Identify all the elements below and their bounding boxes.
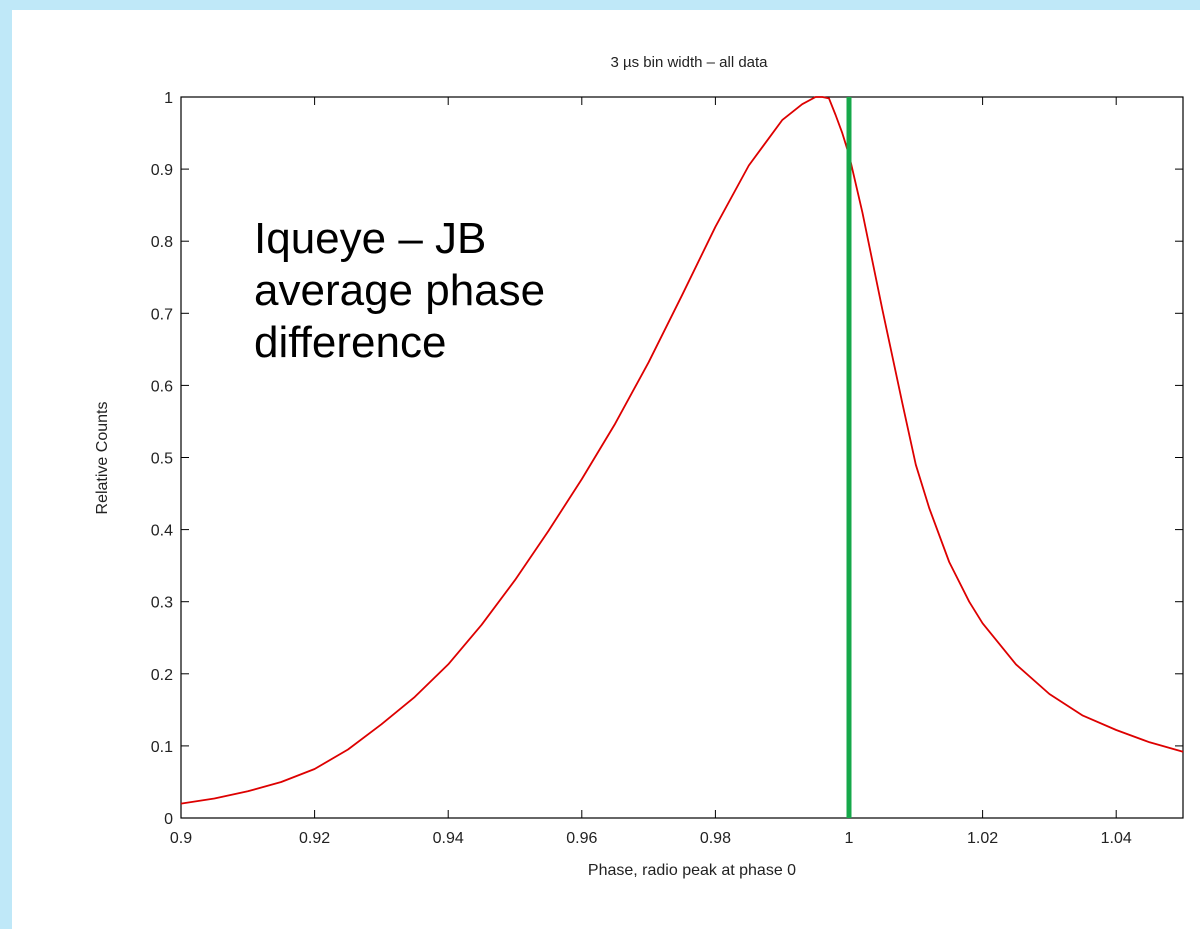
annotation-line-3: difference [254,318,447,367]
y-tick-label: 0.6 [151,378,173,395]
chart-title: 3 µs bin width – all data [610,54,768,71]
plot-frame [180,96,1184,819]
series-line [180,96,1184,805]
y-tick-label: 0 [164,811,173,828]
x-tick-label: 1.02 [967,830,998,847]
x-tick-label: 0.98 [700,830,731,847]
plot-border [180,96,1184,819]
y-tick-label: 0.9 [151,162,173,179]
y-tick-label: 0.3 [151,595,173,612]
phase-profile-chart: 3 µs bin width – all data 0.9 0.92 0.94 0.9… [94,54,1184,879]
y-tick-label: 0.8 [151,234,173,251]
x-axis: 0.9 0.92 0.94 0.96 0.98 1 1.02 1.04 [170,97,1132,847]
x-tick-label: 1 [845,830,854,847]
annotation-text: Iqueye – JB average phase difference [254,213,674,369]
y-tick-label: 0.2 [151,667,173,684]
y-tick-label: 0.5 [151,451,173,468]
x-tick-label: 0.92 [299,830,330,847]
y-tick-label: 0.1 [151,739,173,756]
y-axis-title: Relative Counts [94,402,111,515]
x-axis-title: Phase, radio peak at phase 0 [588,862,796,879]
slide-canvas: 3 µs bin width – all data 0.9 0.92 0.94 0.9… [12,10,1200,929]
x-tick-label: 0.94 [433,830,464,847]
y-tick-label: 0.4 [151,523,173,540]
y-tick-label: 0.7 [151,306,173,323]
annotation-line-1: Iqueye – JB [254,214,487,263]
x-tick-label: 0.96 [566,830,597,847]
annotation-line-2: average phase [254,266,546,315]
y-axis: 0 0.1 0.2 0.3 0.4 0.5 0.6 0.7 0.8 0.9 1 [151,90,1183,828]
x-tick-label: 1.04 [1101,830,1132,847]
x-tick-label: 0.9 [170,830,192,847]
y-tick-label: 1 [164,90,173,107]
